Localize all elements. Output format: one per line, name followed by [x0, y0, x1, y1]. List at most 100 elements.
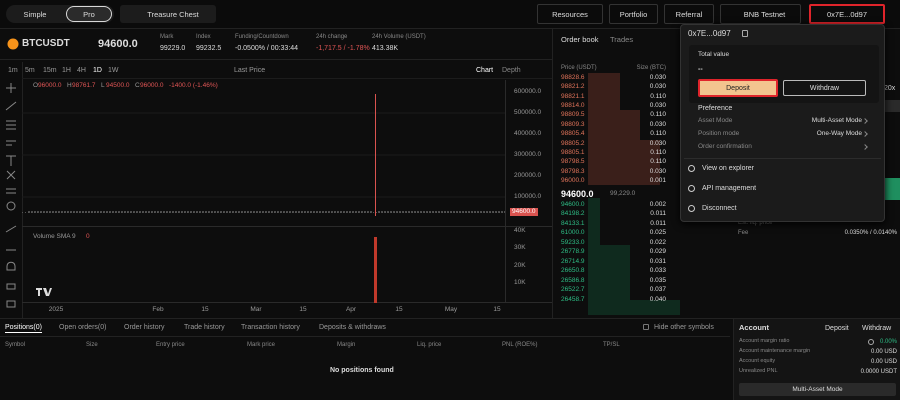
ask-size: 0.030: [649, 139, 666, 147]
account-value: 0.00 USD: [870, 359, 897, 365]
panel-value: 0.0350% / 0.0140%: [844, 230, 897, 236]
price-axis-label: 400000.0: [514, 129, 542, 137]
last-price: 94600.0: [98, 37, 138, 50]
ohlc-value: 94500.0: [106, 81, 130, 89]
account-value: 0.00%: [879, 339, 897, 345]
pref-value: Multi-Asset Mode: [811, 116, 862, 124]
time-axis-label: 15: [395, 305, 403, 313]
stat-label: 24h change: [316, 34, 348, 40]
hide-other[interactable]: Hide other symbols: [654, 323, 714, 331]
ohlc-label: H: [67, 81, 72, 89]
volume-axis-label: 10K: [514, 279, 526, 287]
account-withdraw[interactable]: Withdraw: [862, 324, 892, 332]
interval[interactable]: 1m: [8, 66, 18, 74]
mode-button[interactable]: Multi-Asset Mode: [739, 383, 896, 396]
bid-size: 0.031: [649, 257, 666, 265]
mode-simple[interactable]: Simple: [23, 9, 47, 19]
account-deposit[interactable]: Deposit: [825, 324, 849, 332]
price-axis-label: 600000.0: [514, 87, 542, 95]
ask-size: 0.110: [650, 111, 666, 119]
ob-tab[interactable]: Order book: [561, 35, 599, 45]
stat-value: -1,717.5 / -1.78%: [316, 44, 370, 52]
bid-size: 0.011: [650, 219, 666, 227]
symbol: BTCUSDT: [22, 38, 70, 49]
ask-size: 0.110: [650, 148, 666, 156]
stat-value: 99232.5: [196, 44, 222, 52]
deposit-button[interactable]: Deposit: [698, 79, 778, 97]
bid-size: 0.022: [649, 238, 666, 246]
account-label: Unrealized PNL: [739, 368, 778, 375]
ob-header: Size (BTC): [636, 65, 666, 71]
panel-label: Fee: [738, 230, 749, 236]
mark-price: 99,229.0: [610, 189, 636, 197]
positions-tab[interactable]: Positions(0): [5, 323, 42, 333]
resources[interactable]: Resources: [537, 4, 603, 24]
price-axis-label: 300000.0: [514, 150, 542, 158]
view[interactable]: Depth: [502, 66, 521, 74]
interval[interactable]: 1W: [108, 66, 119, 74]
account-value: 0.00 USD: [870, 349, 897, 355]
positions-tab[interactable]: Order history: [124, 323, 165, 331]
action-icon: [688, 205, 695, 212]
view[interactable]: Chart: [476, 66, 494, 74]
bid-price: 84133.1: [561, 219, 585, 227]
column-header: Symbol: [5, 342, 26, 348]
volume-value: 0: [86, 232, 90, 240]
empty-state: No positions found: [330, 366, 394, 374]
portfolio[interactable]: Portfolio: [609, 4, 658, 24]
column-header: PNL (ROE%): [502, 342, 538, 348]
column-header: Entry price: [156, 342, 185, 348]
interval[interactable]: 1D: [93, 66, 102, 74]
column-header: Margin: [337, 342, 356, 348]
network[interactable]: BNB Testnet: [720, 4, 801, 24]
account-value: 0.0000 USDT: [860, 369, 897, 375]
withdraw-button[interactable]: Withdraw: [783, 80, 866, 96]
menu-action[interactable]: API management: [702, 184, 757, 192]
stat-label: Funding/Countdown: [235, 34, 289, 40]
menu-action[interactable]: Disconnect: [702, 204, 737, 212]
stat-value: 413.38K: [372, 44, 399, 52]
positions-tab[interactable]: Open orders(0): [59, 323, 107, 331]
positions-tab[interactable]: Deposits & withdraws: [319, 323, 386, 331]
price-type[interactable]: Last Price: [234, 66, 266, 74]
positions-tab[interactable]: Transaction history: [241, 323, 300, 331]
bid-size: 0.025: [649, 229, 666, 237]
leverage: 20x: [884, 84, 896, 92]
menu-action[interactable]: View on explorer: [702, 164, 755, 172]
column-header: Mark price: [247, 342, 276, 348]
preference: Preference: [698, 104, 733, 112]
stat-label: 24h Volume (USDT): [372, 34, 426, 40]
ask-price: 98821.2: [561, 83, 585, 91]
ob-tab[interactable]: Trades: [610, 35, 634, 45]
ask-price: 98798.3: [561, 167, 585, 175]
stat-label: Mark: [160, 34, 174, 40]
time-axis-label: Apr: [345, 305, 357, 313]
referral[interactable]: Referral: [664, 4, 714, 24]
ask-size: 0.110: [650, 158, 666, 166]
ob-header: Price (USDT): [561, 65, 597, 71]
interval[interactable]: 4H: [77, 66, 86, 74]
ask-price: 98814.0: [561, 101, 585, 109]
action-icon: [688, 185, 695, 192]
interval[interactable]: 5m: [25, 66, 35, 74]
bid-price: 59233.0: [561, 238, 585, 246]
wallet[interactable]: 0x7E...0d97: [809, 4, 885, 24]
ask-price: 98798.5: [561, 158, 585, 166]
column-header: Size: [86, 342, 98, 348]
ask-size: 0.110: [650, 92, 666, 100]
treasure-chest[interactable]: Treasure Chest: [120, 5, 216, 23]
ask-price: 98809.5: [561, 111, 585, 119]
panel-label: Est. liq. price: [738, 220, 773, 226]
ask-price: 98805.4: [561, 130, 585, 138]
menu-address: 0x7E...0d97: [688, 29, 731, 38]
bid-price: 26714.9: [561, 257, 585, 265]
positions-tab[interactable]: Trade history: [184, 323, 225, 331]
interval[interactable]: 15m: [43, 66, 57, 74]
interval[interactable]: 1H: [62, 66, 71, 74]
time-axis-label: Mar: [250, 305, 262, 313]
account-label: Account margin ratio: [739, 338, 790, 345]
mode-pro[interactable]: Pro: [66, 6, 112, 22]
bid-size: 0.002: [649, 200, 666, 208]
volume-axis-label: 20K: [514, 261, 526, 269]
